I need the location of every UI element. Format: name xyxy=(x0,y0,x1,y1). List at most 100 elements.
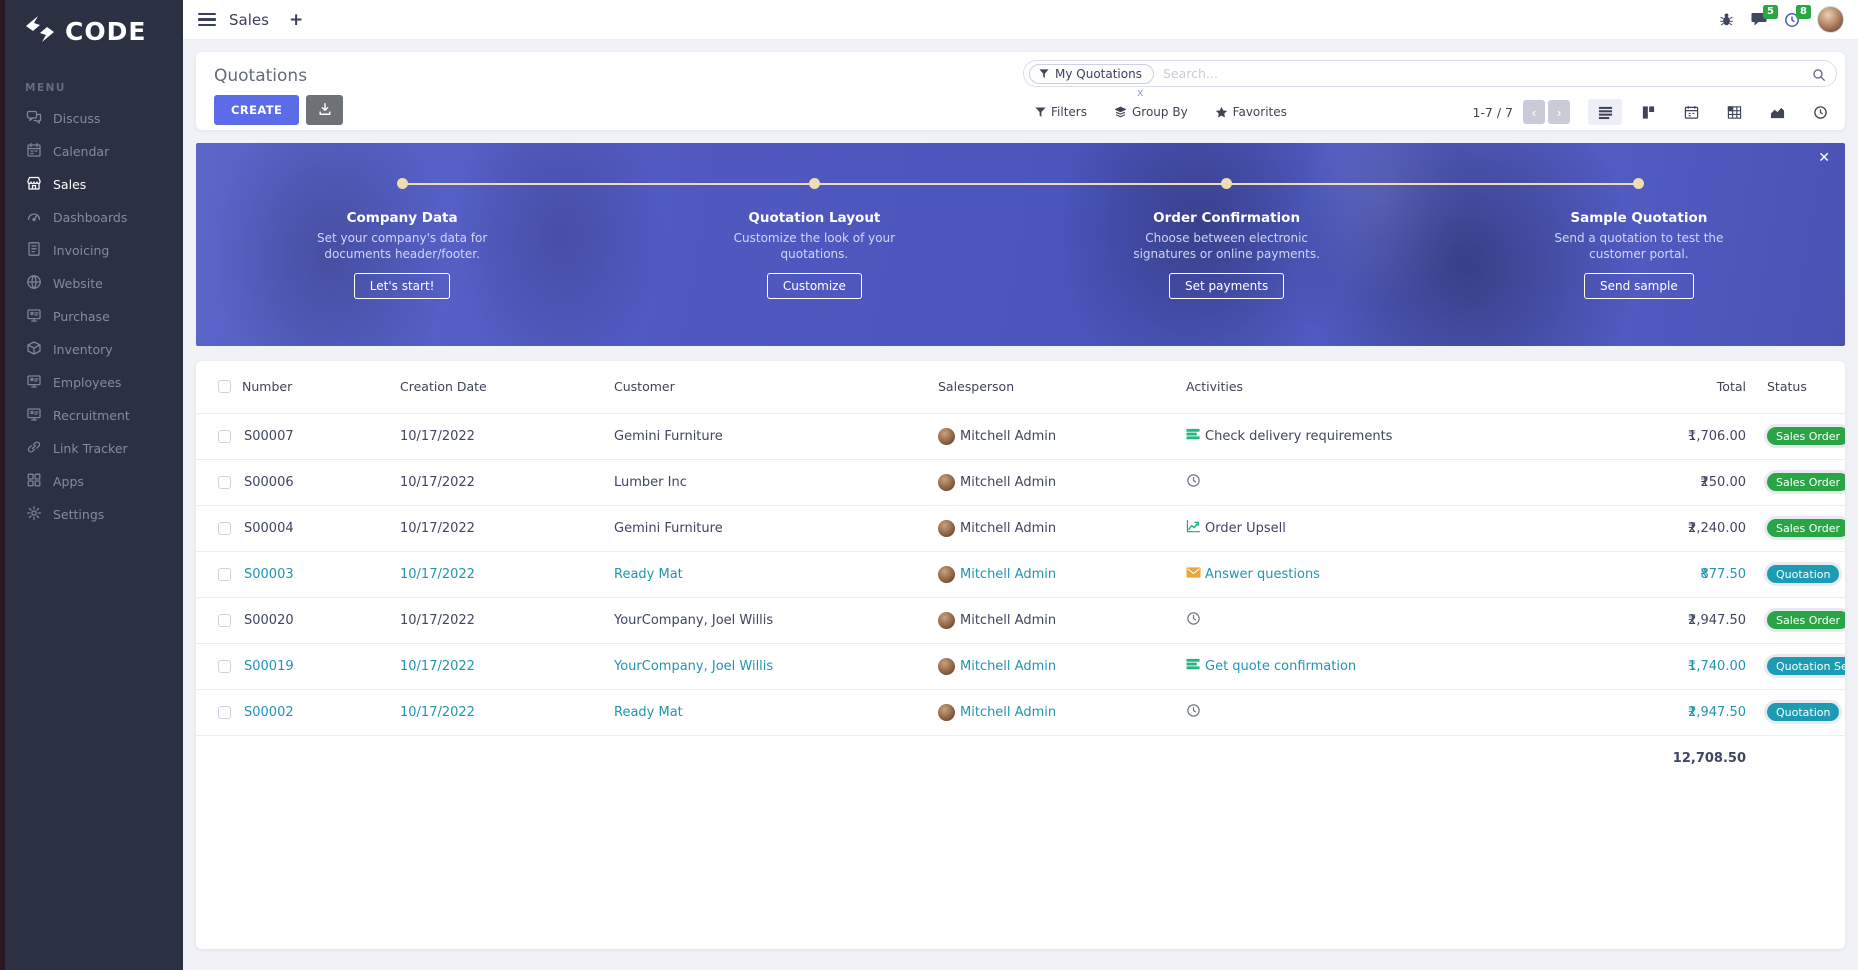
user-avatar[interactable] xyxy=(1817,6,1844,33)
row-checkbox[interactable] xyxy=(218,613,231,627)
sidebar-item-dashboards[interactable]: Dashboards xyxy=(5,201,183,234)
row-checkbox[interactable] xyxy=(218,429,231,443)
row-checkbox[interactable] xyxy=(218,475,231,489)
cell-customer: Lumber Inc xyxy=(614,458,938,505)
messages-icon[interactable]: 5 xyxy=(1751,5,1778,27)
step-description: Send a quotation to test the customer po… xyxy=(1554,231,1724,261)
sidebar-item-sales[interactable]: Sales xyxy=(5,168,183,201)
row-checkbox[interactable] xyxy=(218,521,231,535)
sidebar-item-label: Invoicing xyxy=(53,243,110,258)
sidebar-item-recruitment[interactable]: Recruitment xyxy=(5,399,183,432)
sidebar-item-settings[interactable]: Settings xyxy=(5,498,183,531)
sidebar-item-apps[interactable]: Apps xyxy=(5,465,183,498)
monitor-icon xyxy=(26,307,42,326)
cell-status: Sales Order xyxy=(1746,596,1845,643)
view-pivot-icon[interactable] xyxy=(1717,99,1751,125)
sidebar-item-website[interactable]: Website xyxy=(5,267,183,300)
quotation-row-S00002[interactable]: S00002 10/17/2022 Ready Mat Mitchell Admin ₹… xyxy=(196,688,1845,735)
pager-range: 1-7 / 7 xyxy=(1472,104,1513,120)
sidebar-item-label: Dashboards xyxy=(53,210,128,225)
quotation-row-S00003[interactable]: S00003 10/17/2022 Ready Mat Mitchell Admin A… xyxy=(196,550,1845,597)
column-header-status[interactable]: Status xyxy=(1767,379,1807,395)
currency-symbol: ₹ xyxy=(1687,428,1697,444)
activity-item[interactable]: Order Upsell xyxy=(1186,519,1614,538)
import-button[interactable] xyxy=(306,95,344,125)
search-icon[interactable] xyxy=(1812,67,1826,86)
create-button[interactable]: CREATE xyxy=(214,95,300,125)
quotation-row-S00007[interactable]: S00007 10/17/2022 Gemini Furniture Mitchell… xyxy=(196,412,1845,459)
step-action-button[interactable]: Send sample xyxy=(1584,273,1694,300)
new-tab-button[interactable]: + xyxy=(288,9,304,30)
currency-symbol: ₹ xyxy=(1687,612,1697,628)
column-header-salesperson[interactable]: Salesperson xyxy=(938,379,1015,395)
quotation-row-S00006[interactable]: S00006 10/17/2022 Lumber Inc Mitchell Admin… xyxy=(196,458,1845,505)
debug-bug-icon[interactable] xyxy=(1719,12,1734,27)
activity-item[interactable]: Answer questions xyxy=(1186,565,1614,584)
cell-customer: YourCompany, Joel Willis xyxy=(614,642,938,689)
cell-creation-date: 10/17/2022 xyxy=(400,688,614,735)
banner-close-icon[interactable]: ✕ xyxy=(1818,150,1830,166)
cell-activities xyxy=(1186,458,1614,505)
pager-prev-button[interactable]: ‹ xyxy=(1523,100,1545,124)
quotations-table: Number Creation Date Customer Salesperson Ac… xyxy=(196,361,1845,781)
quotation-row-S00004[interactable]: S00004 10/17/2022 Gemini Furniture Mitchell… xyxy=(196,504,1845,551)
column-header-number[interactable]: Number xyxy=(242,379,293,395)
salesperson-avatar xyxy=(938,703,955,721)
sidebar-item-purchase[interactable]: Purchase xyxy=(5,300,183,333)
select-all-checkbox[interactable] xyxy=(218,380,231,394)
activity-item[interactable] xyxy=(1186,611,1614,630)
sidebar-item-calendar[interactable]: Calendar xyxy=(5,135,183,168)
group-by-button[interactable]: Group By xyxy=(1114,105,1188,119)
total-amount: 250.00 xyxy=(1700,474,1747,490)
search-input[interactable]: My Quotations Search... x xyxy=(1023,60,1837,99)
view-activity-icon[interactable] xyxy=(1803,99,1837,125)
column-header-total[interactable]: Total xyxy=(1716,379,1746,395)
view-list-icon[interactable] xyxy=(1588,99,1622,125)
column-header-activities[interactable]: Activities xyxy=(1186,379,1244,395)
table-footer-row: 12,708.50 xyxy=(196,734,1845,781)
sidebar-item-invoicing[interactable]: Invoicing xyxy=(5,234,183,267)
step-action-button[interactable]: Set payments xyxy=(1169,273,1285,300)
activity-item[interactable] xyxy=(1186,703,1614,722)
activity-item[interactable] xyxy=(1186,473,1614,492)
step-action-button[interactable]: Customize xyxy=(766,273,862,300)
favorites-button[interactable]: Favorites xyxy=(1215,105,1287,119)
cell-status: Quotation xyxy=(1746,688,1845,735)
view-calendar-icon[interactable] xyxy=(1674,99,1708,125)
row-checkbox[interactable] xyxy=(218,659,231,673)
cell-activities xyxy=(1186,688,1614,735)
activities-clock-icon[interactable]: 8 xyxy=(1784,4,1811,28)
page-title: Quotations xyxy=(214,66,308,86)
sidebar-item-label: Employees xyxy=(53,375,122,390)
facet-remove-icon[interactable]: x xyxy=(1137,86,1144,99)
activity-item[interactable]: Get quote confirmation xyxy=(1186,657,1614,676)
column-header-creation-date[interactable]: Creation Date xyxy=(400,379,487,395)
row-select-cell xyxy=(196,504,242,551)
step-action-button[interactable]: Let's start! xyxy=(353,273,451,300)
status-badge: Quotation xyxy=(1767,703,1840,721)
activity-item[interactable]: Check delivery requirements xyxy=(1186,427,1614,446)
hamburger-menu-icon[interactable] xyxy=(198,10,216,30)
breadcrumb[interactable]: Sales xyxy=(229,10,269,29)
sidebar-item-link-tracker[interactable]: Link Tracker xyxy=(5,432,183,465)
view-graph-icon[interactable] xyxy=(1760,99,1794,125)
row-checkbox[interactable] xyxy=(218,705,231,719)
quotation-row-S00019[interactable]: S00019 10/17/2022 YourCompany, Joel Willis… xyxy=(196,642,1845,689)
salesperson-avatar xyxy=(938,565,955,583)
clock-icon xyxy=(1186,703,1201,722)
onboarding-steps: Company Data Set your company's data for … xyxy=(196,143,1845,346)
quotation-row-S00020[interactable]: S00020 10/17/2022 YourCompany, Joel Willis… xyxy=(196,596,1845,643)
row-checkbox[interactable] xyxy=(218,567,231,581)
sidebar-item-employees[interactable]: Employees xyxy=(5,366,183,399)
main-content: Quotations CREATE My Quotations Search..… xyxy=(196,40,1845,949)
pager-next-button[interactable]: › xyxy=(1548,100,1570,124)
column-header-customer[interactable]: Customer xyxy=(614,379,675,395)
currency-symbol: ₹ xyxy=(1700,474,1709,490)
filters-button[interactable]: Filters xyxy=(1035,105,1087,119)
sidebar-item-inventory[interactable]: Inventory xyxy=(5,333,183,366)
search-facet[interactable]: My Quotations xyxy=(1029,63,1154,84)
view-kanban-icon[interactable] xyxy=(1631,99,1665,125)
salesperson-avatar xyxy=(938,519,955,537)
app-logo[interactable]: CODE xyxy=(5,0,183,56)
sidebar-item-discuss[interactable]: Discuss xyxy=(5,102,183,135)
